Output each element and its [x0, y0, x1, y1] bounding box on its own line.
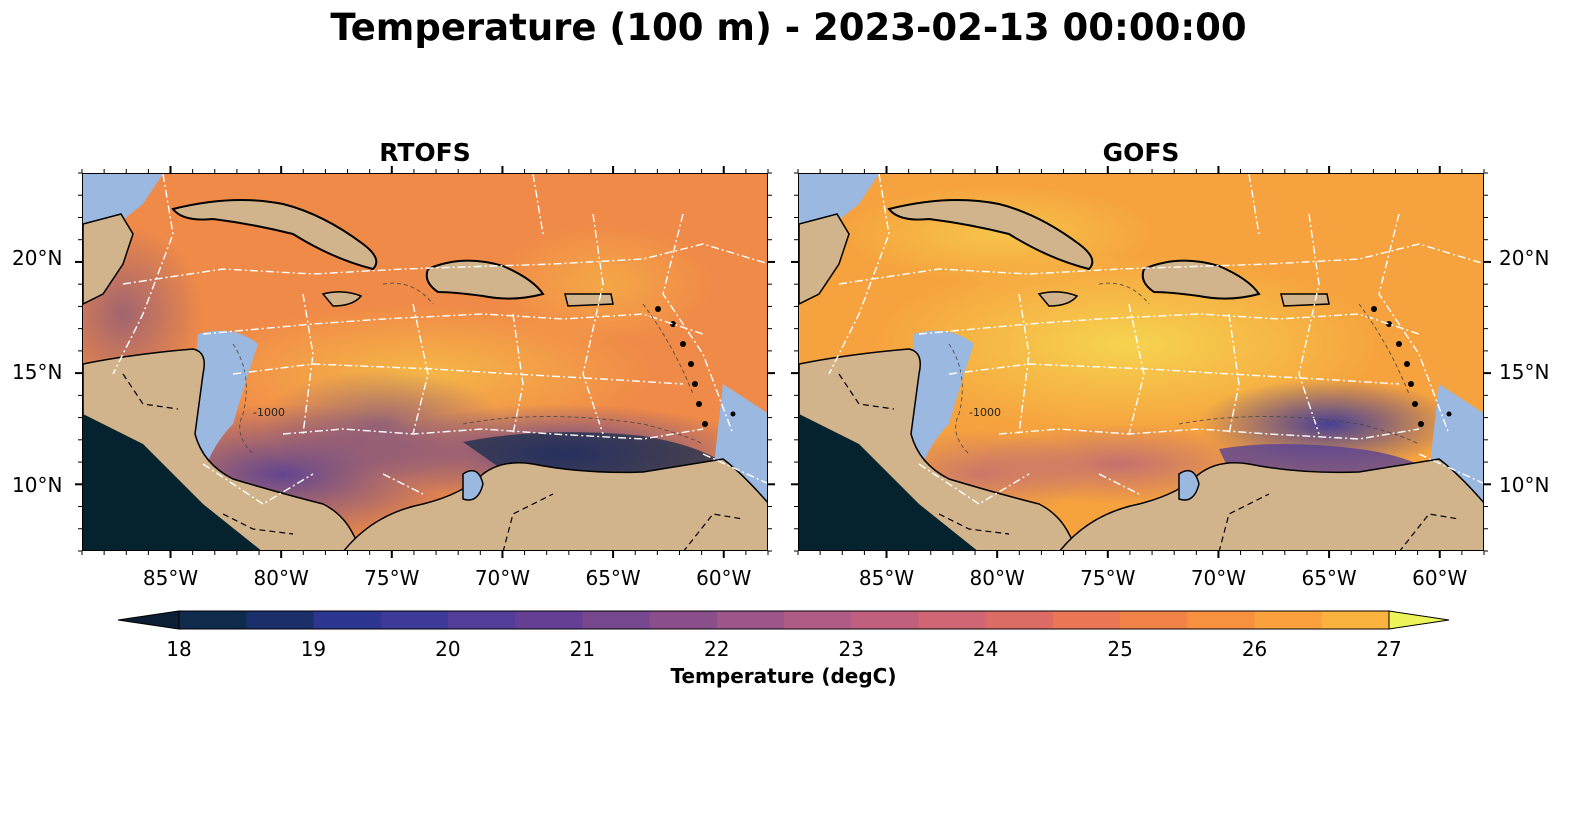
lesser-antilles: [655, 306, 736, 427]
colorbar-bin: [649, 611, 718, 629]
lesser-antilles: [1371, 306, 1452, 427]
colorbar-tick-label: 25: [1107, 637, 1133, 661]
colorbar-tick-label: 22: [704, 637, 730, 661]
colorbar-frame: [178, 610, 1390, 630]
lon-tick-label: 85°W: [142, 566, 199, 590]
land-hispaniola: [425, 259, 545, 300]
panel-title-gofs: GOFS: [1102, 138, 1180, 167]
map-panel-rtofs: -1000: [82, 173, 768, 551]
colorbar-bin: [1120, 611, 1188, 629]
country-borders: [122, 373, 744, 550]
lon-tick-label: 80°W: [969, 566, 1025, 590]
lon-tick-label: 70°W: [1190, 566, 1247, 590]
pacific-deep-water: [83, 414, 261, 550]
colorbar-bin: [851, 611, 919, 629]
lake-maracaibo: [462, 469, 484, 501]
lon-tick-label: 70°W: [474, 566, 531, 590]
lat-tick-label-left: 10°N: [12, 473, 63, 497]
lon-tick-label: 80°W: [253, 566, 309, 590]
maritime-boundaries: [112, 174, 767, 505]
land-hispaniola: [1141, 259, 1261, 300]
colorbar-tick-label: 21: [569, 637, 596, 661]
land-south-america: [1059, 458, 1483, 550]
colorbar-bin: [1052, 611, 1121, 629]
lon-tick-label: 65°W: [585, 566, 641, 590]
colorbar-extend-min: [117, 610, 180, 630]
pacific-deep-water: [799, 414, 977, 550]
land-jamaica: [1037, 291, 1079, 307]
colorbar-tick-label: 26: [1241, 637, 1268, 661]
colorbar-bin: [582, 611, 651, 629]
colorbar-bin: [313, 611, 382, 629]
land-puerto-rico: [564, 293, 614, 307]
cool-water-region: [263, 369, 503, 479]
map-panel-gofs: -1000: [798, 173, 1484, 551]
colorbar-label: Temperature (degC): [670, 664, 897, 688]
colorbar-tick-label: 20: [435, 637, 461, 661]
land-south-america: [343, 458, 767, 550]
colorbar-tick-label: 24: [972, 637, 999, 661]
lon-tick-label: 75°W: [364, 566, 420, 590]
land-cuba: [887, 199, 1094, 271]
colorbar-bin: [918, 611, 987, 629]
colorbar-bin: [246, 611, 314, 629]
colorbar-bin: [515, 611, 583, 629]
contour-label: -1000: [969, 406, 1001, 419]
maritime-boundaries: [828, 174, 1483, 505]
shallow-bank-nicaragua: [188, 330, 258, 474]
colorbar-bin: [985, 611, 1054, 629]
panel-title-rtofs: RTOFS: [379, 138, 471, 167]
colorbar-tick-label: 27: [1376, 637, 1402, 661]
colorbar-bin: [1187, 611, 1256, 629]
lon-tick-label: 85°W: [858, 566, 915, 590]
cold-upwelling: [1219, 444, 1429, 474]
land-yucatan: [83, 213, 134, 305]
colorbar-bin: [447, 611, 516, 629]
colorbar-tick-label: 23: [838, 637, 864, 661]
lat-tick-label-right: 10°N: [1499, 473, 1550, 497]
lat-tick-label-left: 20°N: [12, 246, 63, 270]
colorbar-bin: [716, 611, 785, 629]
figure-title: Temperature (100 m) - 2023-02-13 00:00:0…: [330, 6, 1247, 49]
colorbar-bin: [784, 611, 852, 629]
colorbar-bin: [179, 611, 247, 629]
land-yucatan: [799, 213, 850, 305]
colorbar: [117, 610, 1450, 630]
lon-tick-label: 65°W: [1301, 566, 1357, 590]
map-gofs-svg: -1000: [799, 174, 1483, 550]
lat-tick-label-right: 15°N: [1499, 360, 1550, 384]
bathymetry-contours: [232, 282, 704, 455]
land-puerto-rico: [1280, 293, 1330, 307]
colorbar-bin: [380, 611, 449, 629]
lon-tick-label: 60°W: [696, 566, 752, 590]
colorbar-bin: [1321, 611, 1390, 629]
lon-tick-label: 75°W: [1080, 566, 1136, 590]
colorbar-extend-max: [1388, 610, 1450, 630]
land-jamaica: [321, 291, 363, 307]
colorbar-bin: [1254, 611, 1323, 629]
lake-maracaibo: [1178, 469, 1200, 501]
contour-label: -1000: [253, 406, 285, 419]
lat-tick-label-left: 15°N: [12, 360, 63, 384]
lat-tick-label-right: 20°N: [1499, 246, 1550, 270]
colorbar-tick-label: 19: [300, 637, 327, 661]
map-rtofs-svg: -1000: [83, 174, 767, 550]
bathymetry-contours: [948, 282, 1420, 455]
shallow-bank-nicaragua: [904, 330, 974, 474]
lon-tick-label: 60°W: [1412, 566, 1468, 590]
country-borders: [838, 373, 1460, 550]
land-cuba: [171, 199, 378, 271]
colorbar-tick-label: 18: [166, 637, 192, 661]
